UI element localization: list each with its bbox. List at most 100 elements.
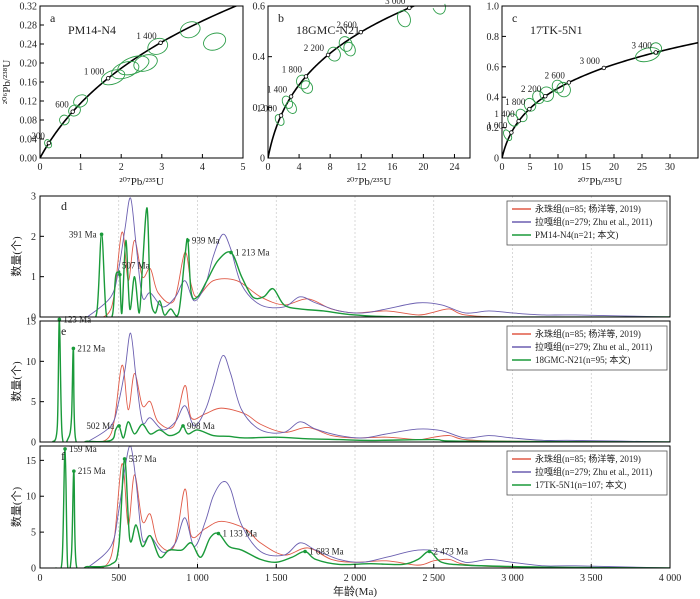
age-mark-label: 2 200	[521, 84, 542, 94]
y-axis-label: ²⁰⁶Pb/²³⁸U	[1, 60, 13, 105]
data-ellipse	[649, 42, 663, 55]
plot-frame	[267, 5, 471, 159]
peak-label: 502 Ma	[86, 421, 114, 431]
legend-label: 17TK-5N1(n=107; 本文)	[535, 479, 626, 490]
peak-label: 507 Ma	[122, 261, 150, 271]
age-mark-label: 2 600	[337, 20, 358, 30]
data-ellipse	[147, 37, 169, 55]
age-mark-label: 1 800	[505, 97, 526, 107]
y-tick-label: 0.24	[20, 40, 38, 51]
y-tick-label: 0.4	[487, 93, 500, 104]
data-ellipse	[556, 81, 571, 98]
peak-marker	[186, 238, 190, 243]
x-tick-label: 3 500	[580, 573, 603, 584]
kde-line-red	[87, 463, 670, 568]
data-ellipse	[44, 139, 53, 149]
peak-marker	[71, 346, 76, 351]
data-ellipse	[551, 79, 565, 94]
x-axis-label: 年龄(Ma)	[333, 584, 377, 598]
concordia-diagrams: 0 1 2 3 4 50.000.040.080.120.160.200.240.280.…	[1, 0, 699, 188]
peak-marker	[72, 469, 76, 473]
peak-marker	[99, 232, 104, 237]
x-tick-label: 500	[111, 573, 126, 584]
y-tick-label: 0.6	[487, 62, 500, 73]
plot-frame	[501, 5, 699, 159]
age-marker	[325, 52, 331, 58]
peak-marker	[118, 272, 122, 277]
data-ellipse	[300, 80, 314, 94]
age-mark-label: 3 000	[580, 56, 601, 66]
y-tick-label: 3	[31, 192, 36, 203]
kde-panel-f: 0 5 10 15 159 Ma 215 Ma 537 Ma 1 133 Ma 1 683 Ma…	[10, 444, 671, 575]
y-tick-label: 0.12	[20, 97, 38, 108]
y-tick-label: 0.32	[20, 2, 38, 13]
x-tick-label: 2 000	[344, 573, 367, 584]
peak-marker	[303, 549, 307, 554]
data-ellipse	[133, 54, 158, 72]
peak-label: 159 Ma	[69, 444, 97, 454]
age-marker	[158, 40, 163, 45]
x-tick-label: 0	[500, 162, 505, 173]
concordia-panel-b: 0 4 8 12 16 20 24 0 0.2 0.4 0.6 1 000 1 400 1 800 2 20…	[253, 0, 471, 188]
kde-line-purple	[86, 197, 670, 317]
legend-label: 永珠组(n=85; 杨洋等, 2019)	[535, 453, 641, 464]
age-marker	[407, 5, 412, 11]
peak-label: 908 Ma	[187, 421, 215, 431]
age-marker	[516, 118, 521, 124]
peak-label: 123 Ma	[63, 314, 91, 324]
peak-label: 1 213 Ma	[235, 247, 270, 257]
panel-letter: c	[512, 11, 517, 25]
peak-label: 391 Ma	[69, 229, 97, 239]
data-ellipse	[179, 21, 201, 39]
peak-label: 1 133 Ma	[222, 529, 257, 539]
legend: 永珠组(n=85; 杨洋等, 2019) 拉嘎组(n=279; Zhu et al…	[506, 200, 668, 246]
panel-letter: a	[50, 11, 56, 25]
x-tick-label: 24	[449, 162, 459, 173]
x-tick-label: 12	[356, 162, 366, 173]
data-ellipse	[274, 114, 285, 126]
kde-line-green	[55, 448, 670, 568]
kde-line-red	[87, 231, 670, 317]
peak-label: 212 Ma	[77, 343, 105, 353]
x-tick-label: 30	[665, 162, 675, 173]
legend-label: 永珠组(n=85; 杨洋等, 2019)	[535, 203, 641, 214]
y-tick-label: 0.4	[253, 52, 266, 63]
y-axis-label: 数量(个)	[10, 236, 23, 277]
age-marker	[105, 76, 111, 81]
kde-panel-d: 0 1 2 3 391 Ma 507 Ma 939 Ma 1 213 Ma 永珠组(n=85; …	[10, 192, 671, 324]
x-tick-label: 4	[200, 162, 205, 173]
y-tick-label: 2	[31, 232, 36, 243]
age-mark-label: 600	[55, 100, 69, 110]
age-marker	[653, 50, 658, 55]
x-tick-label: 0	[266, 162, 271, 173]
x-tick-label: 3	[159, 162, 164, 173]
kde-plots: 0 1 2 3 391 Ma 507 Ma 939 Ma 1 213 Ma 永珠组(n=85; …	[10, 192, 681, 599]
y-tick-label: 1.0	[487, 2, 500, 13]
age-marker	[358, 29, 363, 35]
age-mark-label: 2 600	[545, 70, 566, 80]
peak-marker	[122, 457, 127, 461]
kde-line-red	[87, 364, 670, 442]
age-mark-label: 1 000	[84, 66, 105, 76]
x-tick-label: 1 500	[265, 573, 288, 584]
age-mark-label: 1 000	[257, 103, 278, 113]
plot-frame	[39, 195, 671, 318]
peak-marker	[216, 531, 221, 536]
y-tick-label: 0.28	[20, 21, 38, 32]
y-tick-label: 0	[31, 564, 36, 575]
x-tick-label: 2	[119, 162, 124, 173]
y-tick-label: 0.6	[253, 2, 266, 13]
y-tick-label: 0	[260, 154, 265, 165]
y-tick-label: 1	[31, 272, 36, 283]
age-mark-label: 3 400	[632, 40, 653, 50]
age-mark-label: 1 400	[136, 31, 157, 41]
legend-label: 永珠组(n=85; 杨洋等, 2019)	[535, 328, 641, 339]
sample-name: PM14-N4	[68, 23, 116, 37]
peak-marker	[229, 250, 233, 255]
age-marker	[278, 113, 284, 118]
age-marker	[509, 130, 514, 135]
age-mark-label: 200	[31, 131, 45, 141]
data-ellipse	[203, 32, 227, 51]
x-axis-label: ²⁰⁷Pb/²³⁵U	[119, 176, 164, 188]
y-tick-label: 0.16	[20, 78, 38, 89]
